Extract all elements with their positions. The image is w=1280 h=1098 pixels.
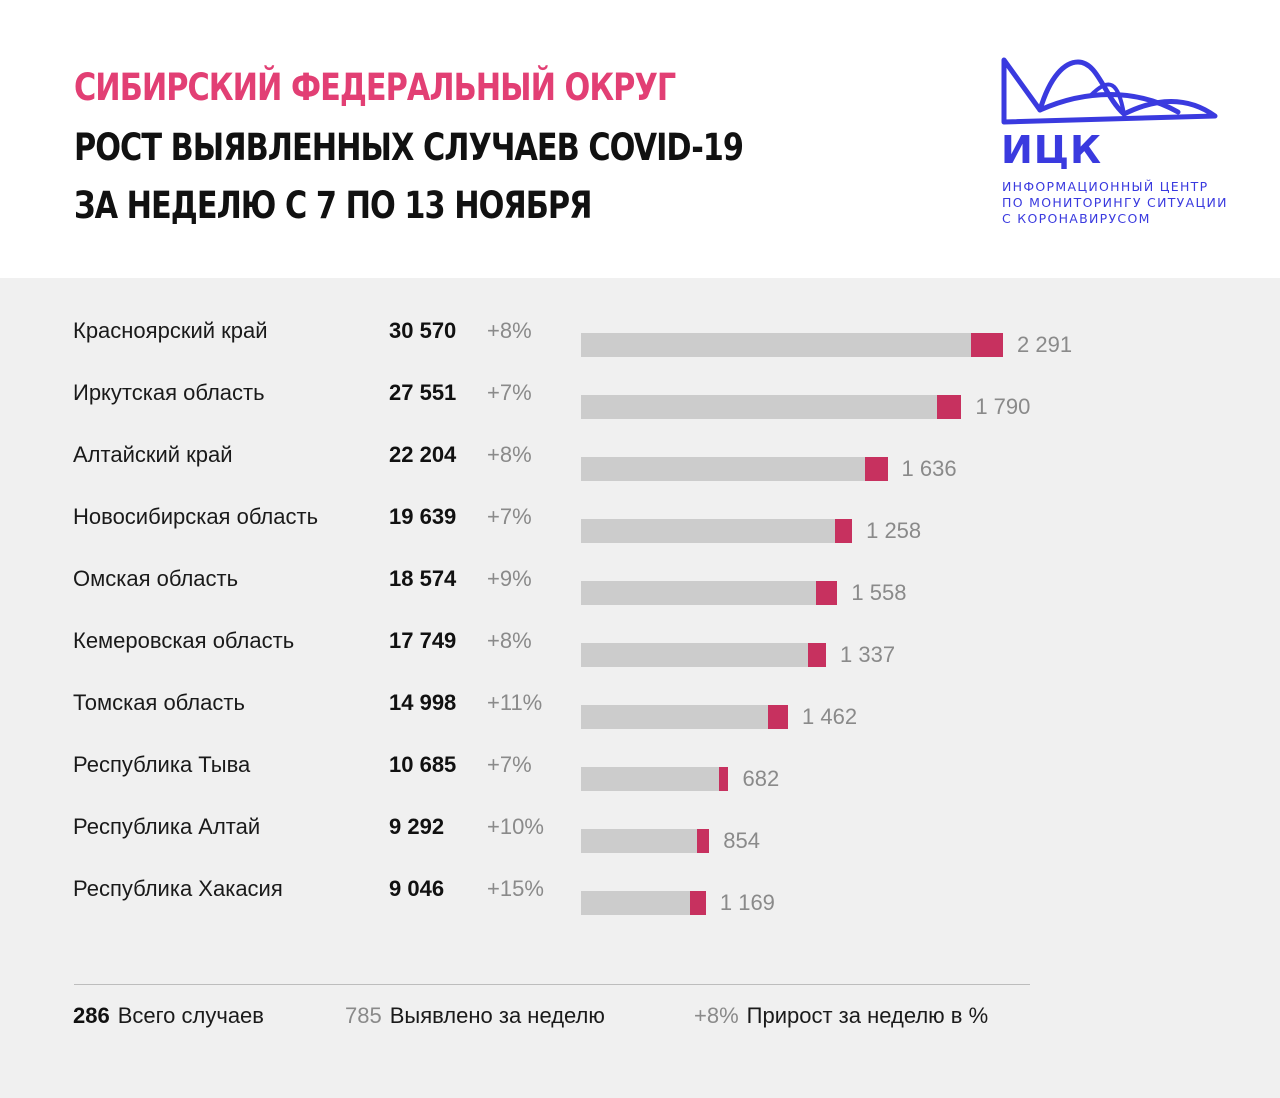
header: СИБИРСКИЙ ФЕДЕРАЛЬНЫЙ ОКРУГ РОСТ ВЫЯВЛЕН… [0, 0, 1280, 278]
bar-weekly-cases [971, 333, 1003, 357]
bar-weekly-cases [767, 705, 789, 729]
region-label: Республика Хакасия [73, 876, 283, 901]
legend-growth: +8% Прирост за неделю в % [694, 1003, 988, 1029]
bar-previous-cases [581, 643, 808, 667]
weekly-cases-label: 1 258 [866, 518, 922, 543]
bar-previous-cases [581, 457, 865, 481]
weekly-cases-label: 1 558 [851, 580, 907, 605]
growth-percent-label: +8% [487, 318, 532, 343]
chart-row: Красноярский край 30 570 +8% 2 291 [0, 314, 1280, 357]
logo-subtitle: ИНФОРМАЦИОННЫЙ ЦЕНТР ПО МОНИТОРИНГУ СИТУ… [1002, 179, 1228, 227]
bar-weekly-cases [834, 519, 853, 543]
legend-growth-label: Прирост за неделю в % [746, 1003, 989, 1028]
bar-previous-cases [581, 395, 937, 419]
growth-percent-label: +15% [487, 876, 544, 901]
weekly-cases-label: 1 169 [719, 890, 775, 915]
growth-percent-label: +10% [487, 814, 544, 839]
bar-weekly-cases [719, 767, 729, 791]
bar-weekly-cases [864, 457, 888, 481]
weekly-cases-label: 1 462 [802, 704, 858, 729]
total-cases-label: 10 685 [389, 752, 457, 777]
region-label: Алтайский край [73, 442, 233, 467]
chart-row: Иркутская область 27 551 +7% 1 790 [0, 376, 1280, 419]
region-label: Томская область [73, 690, 245, 715]
growth-percent-label: +11% [487, 690, 543, 715]
growth-percent-label: +9% [487, 566, 532, 591]
bar-previous-cases [581, 333, 972, 357]
title-region: СИБИРСКИЙ ФЕДЕРАЛЬНЫЙ ОКРУГ [74, 66, 676, 109]
growth-percent-label: +7% [487, 752, 532, 777]
logo-mountain-icon [1001, 57, 1218, 125]
growth-percent-label: +8% [487, 442, 532, 467]
bar-previous-cases [581, 829, 698, 853]
bar-weekly-cases [807, 643, 826, 667]
logo-subtitle-line-3: С КОРОНАВИРУСОМ [1002, 211, 1151, 226]
total-cases-label: 30 570 [389, 318, 457, 343]
region-label: Республика Алтай [73, 814, 261, 839]
total-cases-label: 17 749 [389, 628, 457, 653]
logo-subtitle-line-1: ИНФОРМАЦИОННЫЙ ЦЕНТР [1002, 179, 1209, 194]
logo: ИЦК ИНФОРМАЦИОННЫЙ ЦЕНТР ПО МОНИТОРИНГУ … [1000, 56, 1226, 236]
region-label: Республика Тыва [73, 752, 251, 777]
chart-row: Алтайский край 22 204 +8% 1 636 [0, 438, 1280, 481]
total-cases-label: 27 551 [389, 380, 457, 405]
bar-weekly-cases [697, 829, 710, 853]
legend-weekly-number: 785 [345, 1003, 382, 1028]
total-cases-label: 14 998 [389, 690, 457, 715]
bar-previous-cases [581, 891, 690, 915]
total-cases-label: 9 046 [389, 876, 445, 901]
weekly-cases-label: 1 790 [975, 394, 1031, 419]
bar-weekly-cases [689, 891, 706, 915]
chart-row: Томская область 14 998 +11% 1 462 [0, 686, 1280, 729]
weekly-cases-label: 854 [723, 828, 760, 853]
chart-row: Омская область 18 574 +9% 1 558 [0, 562, 1280, 605]
region-label: Омская область [73, 566, 239, 591]
chart-row: Республика Тыва 10 685 +7% 682 [0, 748, 1280, 791]
total-cases-label: 22 204 [389, 442, 457, 467]
bar-previous-cases [581, 705, 768, 729]
growth-percent-label: +8% [487, 628, 532, 653]
legend-divider [74, 984, 1030, 985]
weekly-cases-label: 682 [742, 766, 780, 791]
region-label: Кемеровская область [73, 628, 295, 653]
legend-weekly-label: Выявлено за неделю [389, 1003, 605, 1028]
region-label: Иркутская область [73, 380, 265, 405]
total-cases-label: 9 292 [389, 814, 445, 839]
bar-weekly-cases [815, 581, 838, 605]
logo-wordmark: ИЦК [1001, 128, 1103, 172]
bar-weekly-cases [936, 395, 962, 419]
growth-percent-label: +7% [487, 380, 532, 405]
weekly-cases-label: 2 291 [1017, 332, 1073, 357]
title-main: РОСТ ВЫЯВЛЕННЫХ СЛУЧАЕВ COVID-19 [74, 126, 744, 169]
bar-previous-cases [581, 767, 720, 791]
chart-row: Кемеровская область 17 749 +8% 1 337 [0, 624, 1280, 667]
total-cases-label: 19 639 [389, 504, 457, 529]
region-label: Новосибирская область [73, 504, 319, 529]
growth-percent-label: +7% [487, 504, 532, 529]
total-cases-label: 18 574 [389, 566, 457, 591]
chart-row: Новосибирская область 19 639 +7% 1 258 [0, 500, 1280, 543]
region-label: Красноярский край [73, 318, 268, 343]
chart-row: Республика Алтай 9 292 +10% 854 [0, 810, 1280, 853]
weekly-cases-label: 1 636 [901, 456, 957, 481]
logo-subtitle-line-2: ПО МОНИТОРИНГУ СИТУАЦИИ [1002, 195, 1228, 210]
bar-previous-cases [581, 581, 816, 605]
bar-previous-cases [581, 519, 835, 543]
legend-total-number: 286 [73, 1003, 110, 1028]
legend-growth-number: +8% [694, 1003, 739, 1028]
legend-weekly: 785 Выявлено за неделю [345, 1003, 605, 1029]
legend-total-label: Всего случаев [117, 1003, 264, 1028]
legend-total: 286 Всего случаев [73, 1003, 264, 1029]
chart-row: Республика Хакасия 9 046 +15% 1 169 [0, 872, 1280, 915]
weekly-cases-label: 1 337 [840, 642, 896, 667]
title-period: ЗА НЕДЕЛЮ С 7 ПО 13 НОЯБРЯ [74, 184, 593, 227]
